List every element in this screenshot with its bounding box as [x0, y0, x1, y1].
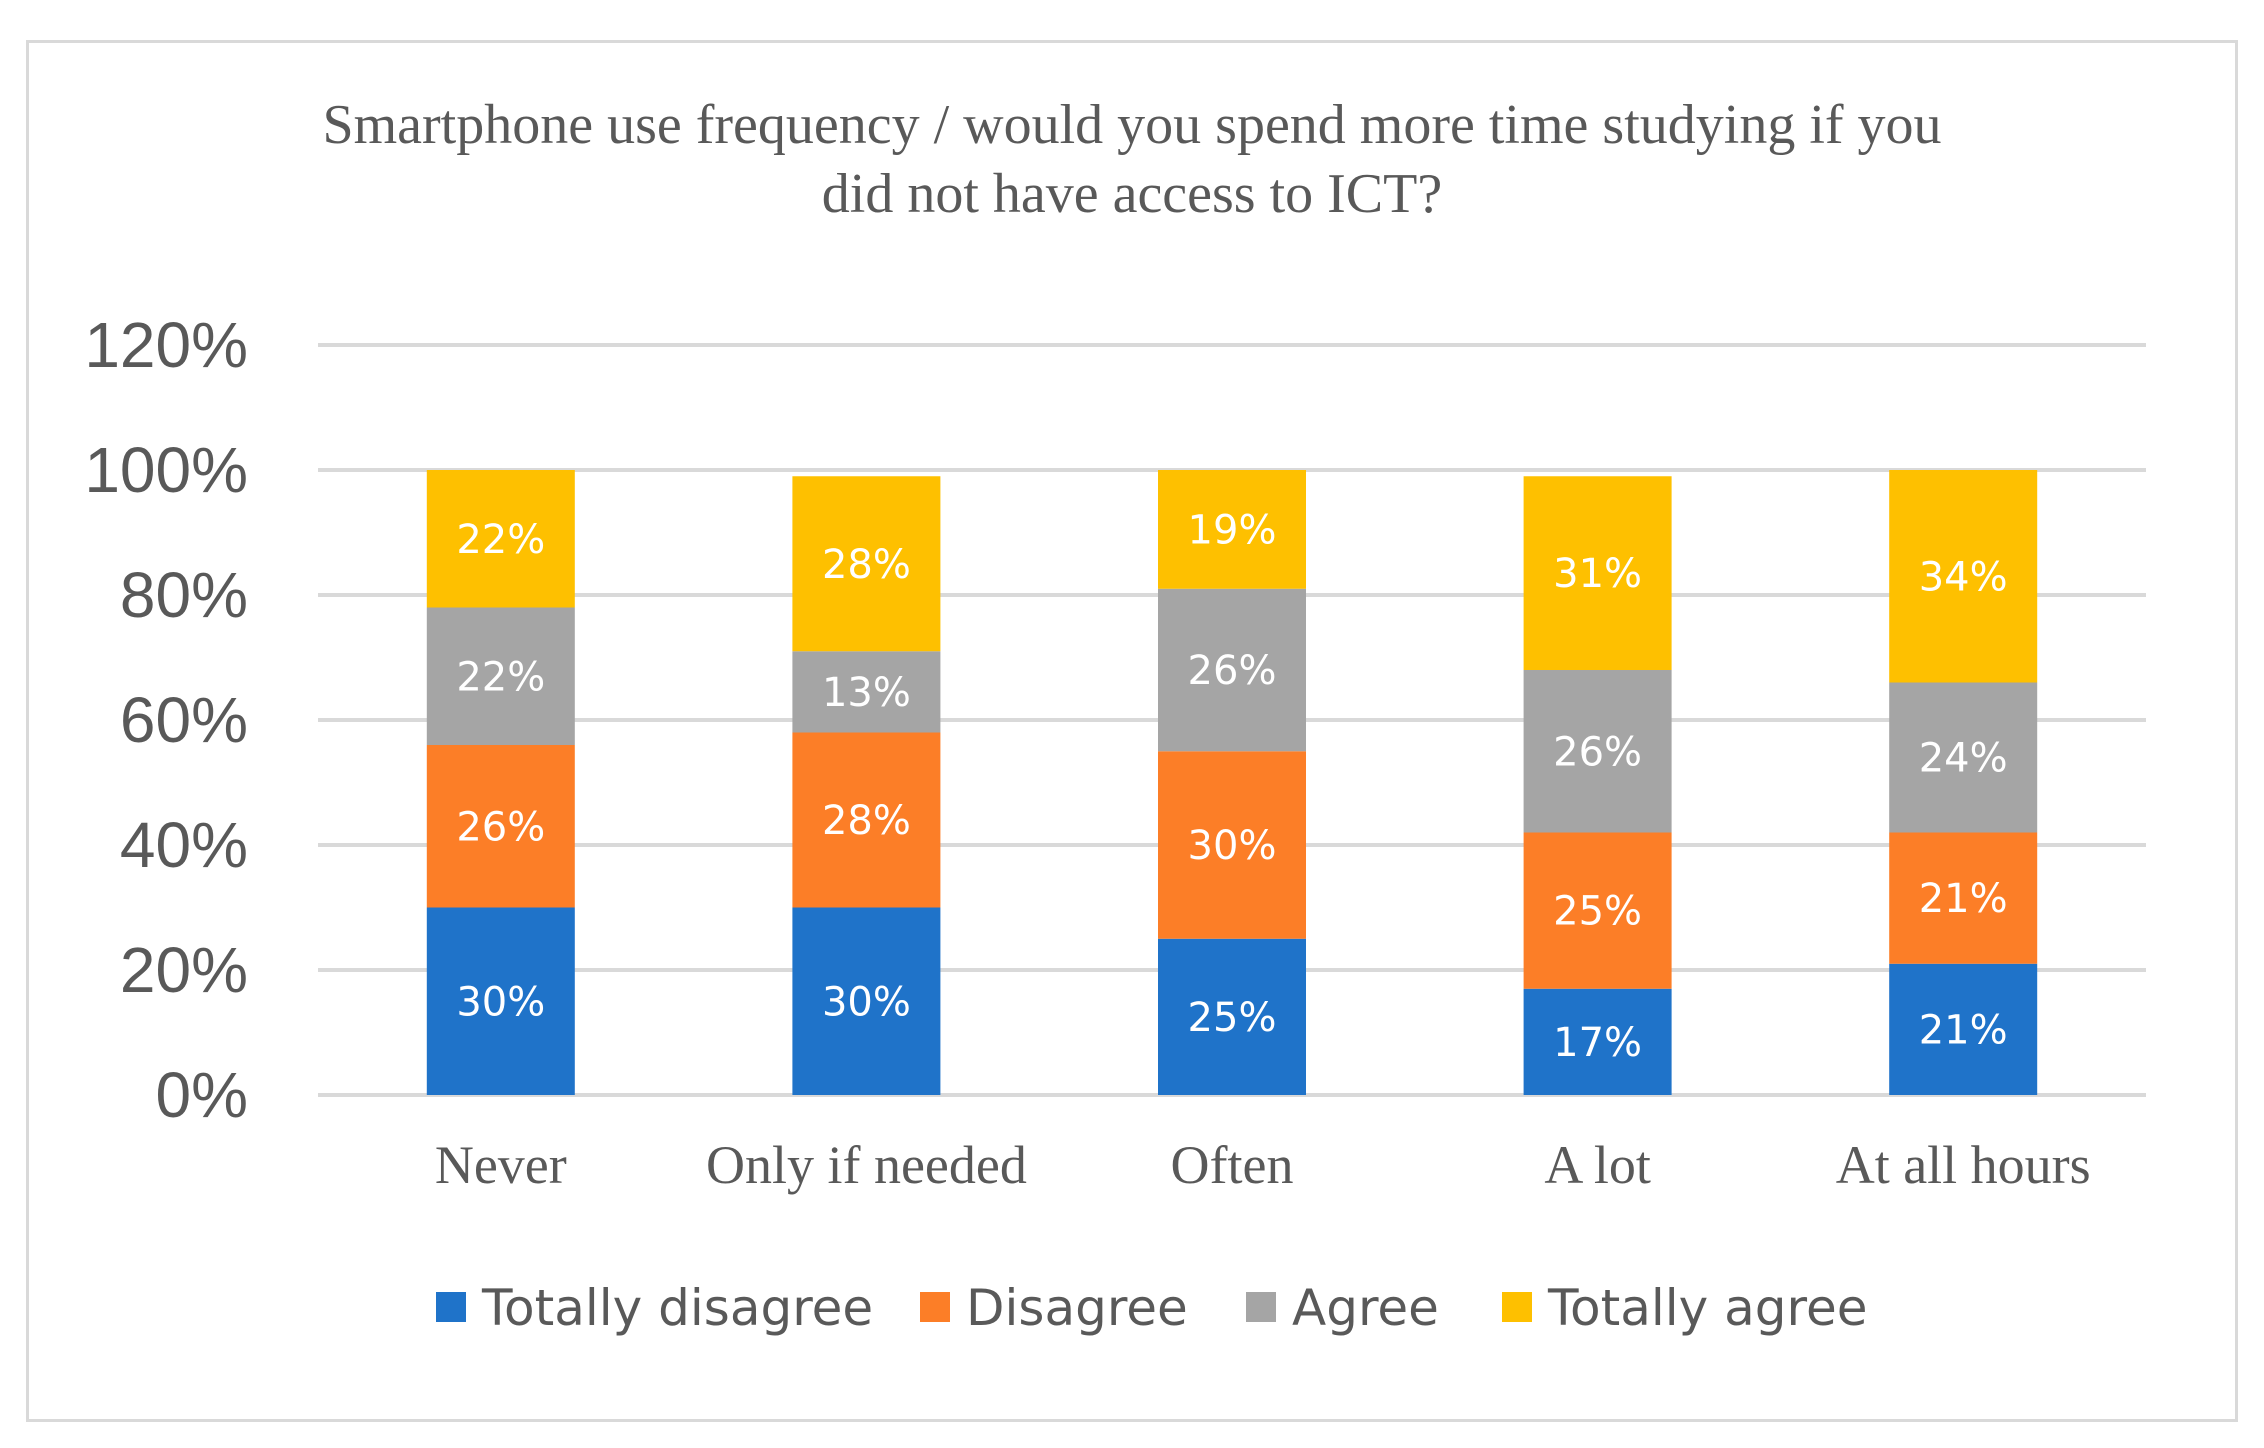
bar-totally-disagree-only-if-needed: [792, 907, 941, 1095]
data-label-agree-at-all-hours: 24%: [1919, 736, 2008, 782]
data-label-totally-agree-at-all-hours: 34%: [1919, 554, 2008, 600]
data-label-agree-never: 22%: [456, 654, 545, 700]
data-label-totally-disagree-often: 25%: [1188, 995, 1277, 1041]
bar-disagree-never: [426, 745, 575, 908]
bar-disagree-often: [1158, 751, 1306, 939]
bar-disagree-a-lot: [1523, 832, 1672, 989]
bar-totally-disagree-often: [1158, 938, 1306, 1095]
bar-totally-agree-never: [426, 470, 575, 608]
y-tick-label-120: 120%: [84, 309, 248, 381]
y-tick-label-100: 100%: [84, 434, 248, 506]
y-tick-label-20: 20%: [120, 934, 248, 1006]
x-tick-label-only-if-needed: Only if needed: [706, 1135, 1027, 1195]
chart-title-line-1: Smartphone use frequency / would you spe…: [322, 94, 1941, 156]
data-label-totally-agree-never: 22%: [456, 517, 545, 563]
y-tick-label-60: 60%: [120, 684, 248, 756]
bar-totally-disagree-a-lot: [1523, 988, 1672, 1095]
bar-agree-only-if-needed: [792, 651, 941, 733]
bar-agree-often: [1158, 588, 1306, 752]
data-label-totally-disagree-never: 30%: [456, 979, 545, 1025]
legend-label-totally-agree: Totally agree: [1547, 1279, 1868, 1337]
data-label-totally-agree-a-lot: 31%: [1553, 551, 1642, 597]
y-tick-label-80: 80%: [120, 559, 248, 631]
x-tick-label-at-all-hours: At all hours: [1836, 1135, 2091, 1195]
data-label-agree-often: 26%: [1188, 648, 1277, 694]
data-label-disagree-often: 30%: [1188, 823, 1277, 869]
legend-label-totally-disagree: Totally disagree: [481, 1279, 873, 1337]
data-label-totally-disagree-at-all-hours: 21%: [1919, 1007, 2008, 1053]
data-label-disagree-a-lot: 25%: [1553, 889, 1642, 935]
data-label-totally-disagree-a-lot: 17%: [1553, 1020, 1642, 1066]
x-tick-label-a-lot: A lot: [1544, 1135, 1651, 1195]
data-label-disagree-never: 26%: [456, 804, 545, 850]
legend-swatch-agree: [1246, 1292, 1276, 1322]
y-tick-label-0: 0%: [156, 1059, 249, 1131]
data-label-disagree-only-if-needed: 28%: [822, 798, 911, 844]
data-label-totally-agree-only-if-needed: 28%: [822, 542, 911, 588]
bar-totally-agree-a-lot: [1523, 476, 1672, 670]
legend-swatch-totally-disagree: [436, 1292, 466, 1322]
chart-frame: [26, 40, 2238, 1422]
legend-swatch-totally-agree: [1502, 1292, 1532, 1322]
data-label-disagree-at-all-hours: 21%: [1919, 876, 2008, 922]
bar-totally-agree-at-all-hours: [1889, 470, 2038, 683]
bar-agree-a-lot: [1523, 670, 1672, 833]
bar-totally-disagree-at-all-hours: [1889, 963, 2038, 1095]
bar-agree-at-all-hours: [1889, 682, 2038, 833]
legend-swatch-disagree: [920, 1292, 950, 1322]
data-label-totally-agree-often: 19%: [1188, 507, 1277, 553]
data-label-agree-a-lot: 26%: [1553, 729, 1642, 775]
bar-disagree-only-if-needed: [792, 732, 941, 908]
data-label-agree-only-if-needed: 13%: [822, 670, 911, 716]
legend-label-agree: Agree: [1292, 1279, 1439, 1337]
bar-totally-agree-only-if-needed: [792, 476, 941, 652]
bar-agree-never: [426, 607, 575, 745]
x-tick-label-never: Never: [435, 1135, 567, 1195]
bar-disagree-at-all-hours: [1889, 832, 2038, 964]
legend-label-disagree: Disagree: [966, 1279, 1188, 1337]
bar-totally-disagree-never: [426, 907, 575, 1095]
y-tick-label-40: 40%: [120, 809, 248, 881]
x-tick-label-often: Often: [1171, 1135, 1294, 1195]
bar-totally-agree-often: [1158, 470, 1306, 589]
data-label-totally-disagree-only-if-needed: 30%: [822, 979, 911, 1025]
chart-title-line-2: did not have access to ICT?: [822, 163, 1442, 225]
